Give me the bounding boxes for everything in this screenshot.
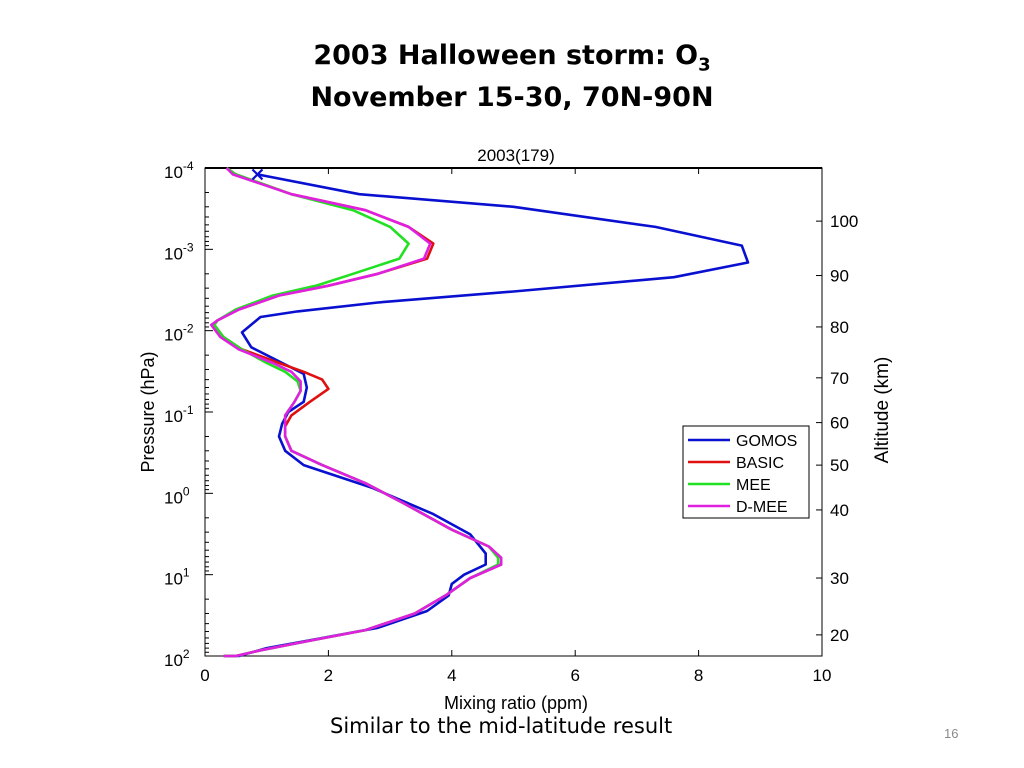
slide-title-subscript: 3 [698, 54, 711, 76]
altitude-tick-label: 30 [830, 569, 849, 588]
chart-title: 2003(179) [477, 146, 555, 165]
altitude-tick-label: 40 [830, 501, 849, 520]
x-tick-label: 4 [447, 666, 456, 685]
slide-title-text: 2003 Halloween storm: O [313, 40, 699, 71]
marker-stroke [251, 168, 264, 181]
x-tick-label: 6 [570, 666, 579, 685]
series-line-gomos [226, 173, 750, 658]
altitude-tick-label: 90 [830, 267, 849, 286]
series-line-mee [213, 166, 500, 658]
legend-label: GOMOS [736, 433, 797, 450]
legend-label: D-MEE [736, 499, 788, 516]
series-marker-x [251, 168, 264, 181]
legend-label: BASIC [736, 455, 784, 472]
y-tick-label: 10-2 [164, 322, 194, 345]
altitude-tick-label: 20 [830, 626, 849, 645]
x-axis-label: Mixing ratio (ppm) [444, 693, 588, 713]
page-number: 16 [944, 726, 959, 741]
altitude-tick-label: 50 [830, 456, 849, 475]
legend-box [682, 425, 810, 519]
slide-title-line2: November 15-30, 70N-90N [310, 82, 714, 113]
altitude-tick-label: 60 [830, 414, 849, 433]
y-axis-label: Pressure (hPa) [138, 351, 158, 472]
altitude-tick-label: 70 [830, 369, 849, 388]
altitude-axis-ticks: 100 90 80 70 60 50 40 30 20 [816, 212, 858, 645]
x-tick-label: 0 [200, 666, 209, 685]
legend-label: MEE [736, 477, 771, 494]
y-tick-label: 10-3 [164, 240, 194, 263]
x-axis-ticks: 0 2 4 6 8 10 [200, 168, 831, 685]
y-tick-label: 101 [164, 566, 190, 589]
y-tick-label: 10-1 [164, 403, 194, 426]
altitude-tick-label: 100 [830, 212, 858, 231]
altitude-axis-label: Altitude (km) [872, 357, 893, 464]
x-tick-label: 10 [813, 666, 832, 685]
slide-caption: Similar to the mid-latitude result [330, 714, 673, 738]
y-axis-ticks: 10-4 10-3 10-2 10-1 100 101 102 [164, 159, 213, 670]
altitude-tick-label: 80 [830, 318, 849, 337]
x-tick-label: 8 [694, 666, 703, 685]
y-tick-label: 10-4 [164, 159, 194, 182]
legend: GOMOS BASIC MEE D-MEE [682, 425, 810, 519]
x-tick-label: 2 [324, 666, 333, 685]
y-tick-label: 100 [164, 484, 190, 507]
y-tick-label: 102 [164, 647, 190, 670]
slide-title-line1: 2003 Halloween storm: O3 [0, 40, 1024, 75]
series-layer [209, 166, 750, 658]
series-line-basic [213, 166, 503, 658]
series-line-d-mee [209, 167, 503, 658]
